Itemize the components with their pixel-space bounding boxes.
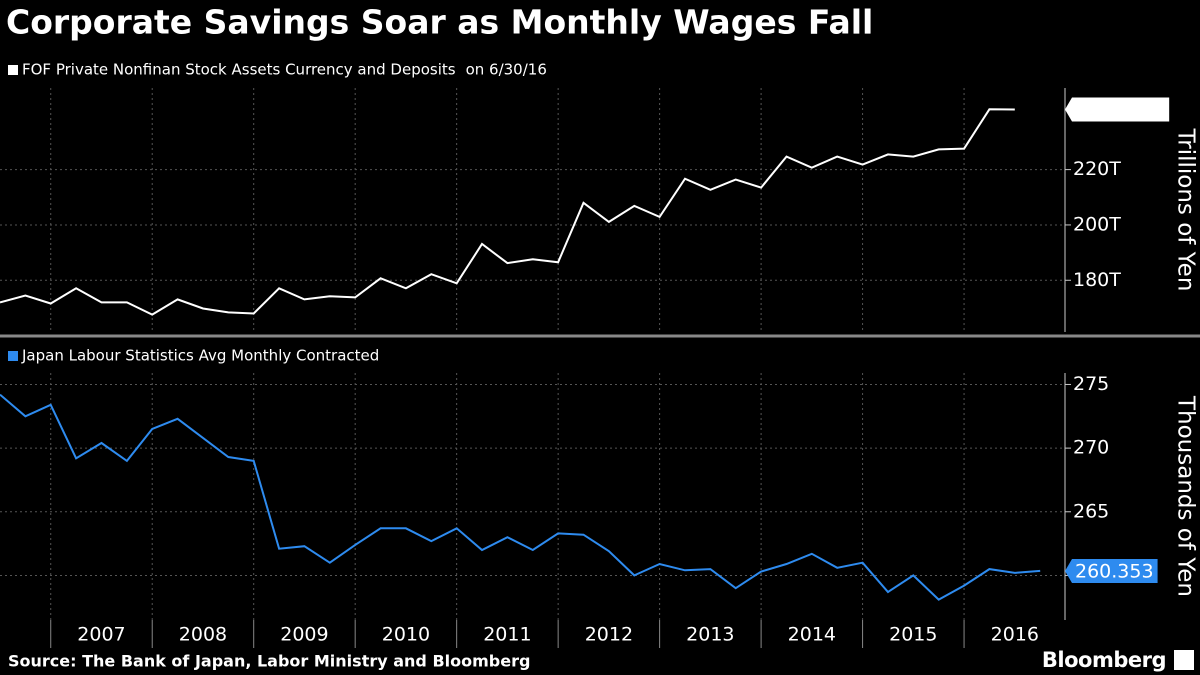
y-axis-label: Thousands of Yen (1173, 395, 1199, 597)
x-tick-label: 2016 (991, 624, 1039, 646)
y-tick-label: 220T (1073, 158, 1121, 180)
value-label-box (1065, 558, 1158, 583)
series-line (0, 108, 1015, 316)
chart-title: Corporate Savings Soar as Monthly Wages … (6, 3, 873, 42)
x-tick-label: 2007 (77, 624, 125, 646)
brand: Bloomberg (1042, 648, 1166, 672)
y-tick-label: 275 (1073, 373, 1109, 395)
legend-note: on 6/30/16 (466, 61, 547, 79)
x-tick-label: 2012 (585, 624, 633, 646)
y-tick-label: 200T (1073, 213, 1121, 235)
y-tick-label: 265 (1073, 500, 1109, 522)
y-tick-label: 270 (1073, 437, 1109, 459)
x-tick-label: 2015 (889, 624, 937, 646)
legend-label: Japan Labour Statistics Avg Monthly Cont… (21, 347, 379, 365)
source: Source: The Bank of Japan, Labor Ministr… (8, 652, 530, 671)
x-tick-label: 2010 (382, 624, 430, 646)
series-line (0, 393, 1041, 601)
x-tick-label: 2013 (686, 624, 734, 646)
x-tick-label: 2014 (788, 624, 836, 646)
y-axis-label: Trillions of Yen (1173, 128, 1199, 292)
x-tick-label: 2009 (280, 624, 328, 646)
legend-swatch (8, 351, 18, 361)
x-tick-label: 2011 (483, 624, 531, 646)
value-label: 241.733T (1075, 99, 1166, 121)
x-tick-label: 2008 (179, 624, 227, 646)
value-label: 260.353 (1075, 560, 1154, 582)
legend-label: FOF Private Nonfinan Stock Assets Curren… (22, 61, 456, 79)
brand-icon (1174, 650, 1194, 670)
legend-swatch (8, 65, 18, 75)
y-tick-label: 180T (1073, 269, 1121, 291)
value-label-box (1065, 97, 1170, 122)
